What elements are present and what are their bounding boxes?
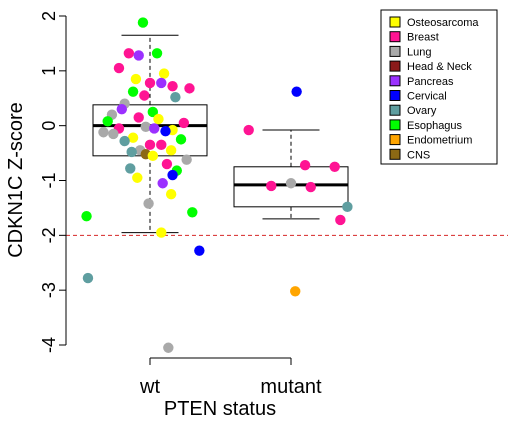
point-wt xyxy=(163,342,174,353)
point-wt xyxy=(143,198,154,209)
point-wt xyxy=(156,77,167,89)
x-axis: wt mutant xyxy=(139,357,322,398)
point-wt xyxy=(167,169,178,181)
point-mutant xyxy=(305,181,316,193)
y-tick-label: 2 xyxy=(39,11,59,21)
point-wt xyxy=(108,128,119,140)
point-mutant xyxy=(290,286,301,297)
legend-label: Esophagus xyxy=(407,120,463,132)
box-iqr xyxy=(233,166,349,208)
point-mutant xyxy=(266,180,277,192)
point-wt xyxy=(127,132,139,143)
y-axis-label: CDKN1C Z-score xyxy=(5,102,27,258)
legend-swatch xyxy=(389,75,401,87)
point-wt xyxy=(156,227,167,238)
legend-swatch xyxy=(389,45,401,57)
point-wt xyxy=(125,163,136,174)
x-axis-label: PTEN status xyxy=(164,398,276,420)
legend-label: Endometrium xyxy=(407,135,472,147)
y-tick-label: 1 xyxy=(39,66,59,76)
legend-swatch xyxy=(389,119,401,131)
point-wt xyxy=(151,48,163,59)
legend-label: Ovary xyxy=(407,105,437,117)
legend-label: Osteosarcoma xyxy=(407,17,479,29)
point-wt xyxy=(144,139,156,151)
legend-swatch xyxy=(389,148,401,160)
point-wt xyxy=(158,68,170,79)
point-wt xyxy=(156,139,167,151)
point-mutant xyxy=(285,178,297,189)
point-wt xyxy=(149,123,160,134)
point-wt xyxy=(160,125,171,137)
y-axis: 2 1 0 -1 -2 -3 -4 xyxy=(39,11,67,353)
point-mutant xyxy=(291,86,302,97)
point-wt xyxy=(137,17,149,28)
point-wt xyxy=(126,146,137,158)
legend-swatch xyxy=(389,60,401,72)
point-wt xyxy=(157,178,168,189)
legend-swatch xyxy=(389,104,401,116)
point-wt xyxy=(82,272,94,284)
point-wt xyxy=(170,91,181,103)
legend-swatch xyxy=(389,31,401,43)
legend-label: Pancreas xyxy=(407,76,454,88)
point-wt xyxy=(133,112,144,123)
point-wt xyxy=(175,134,187,145)
legend-swatch xyxy=(389,16,401,28)
y-tick-label: 0 xyxy=(39,121,59,131)
legend-label: Lung xyxy=(407,46,431,58)
point-mutant xyxy=(299,159,311,171)
point-wt xyxy=(81,210,92,222)
legend-swatch xyxy=(389,90,401,101)
point-mutant xyxy=(243,124,254,136)
point-wt xyxy=(116,104,128,115)
y-tick-label: -2 xyxy=(39,227,59,243)
point-mutant xyxy=(335,214,346,226)
point-wt xyxy=(161,158,173,170)
point-wt xyxy=(167,80,178,92)
point-wt xyxy=(165,189,177,200)
point-mutant xyxy=(329,161,340,172)
y-tick-label: -4 xyxy=(39,337,59,353)
point-wt xyxy=(133,50,144,61)
point-wt xyxy=(144,77,156,89)
point-wt xyxy=(102,116,113,127)
point-mutant xyxy=(342,201,353,213)
point-wt xyxy=(119,135,130,147)
point-wt xyxy=(153,113,164,125)
point-wt xyxy=(187,207,198,218)
point-wt xyxy=(123,48,135,59)
legend-label: CNS xyxy=(407,149,430,161)
legend: Osteosarcoma Breast Lung Head & Neck Pancrea… xyxy=(380,9,498,165)
point-wt xyxy=(147,150,159,162)
legend-label: Breast xyxy=(407,32,439,44)
point-wt xyxy=(139,90,150,101)
point-wt xyxy=(181,154,192,165)
legend-swatch xyxy=(389,134,401,146)
point-wt xyxy=(194,245,205,256)
points-layer xyxy=(81,17,353,353)
point-wt xyxy=(113,62,125,74)
x-tick-label-mutant: mutant xyxy=(260,376,322,398)
x-tick-label-wt: wt xyxy=(139,376,160,398)
point-wt xyxy=(178,117,190,129)
point-wt xyxy=(98,127,109,138)
point-wt xyxy=(140,121,151,132)
point-wt xyxy=(132,172,143,183)
y-tick-label: -3 xyxy=(39,282,59,298)
point-wt xyxy=(147,106,159,118)
point-wt xyxy=(127,86,139,97)
boxplot-mutant xyxy=(233,129,349,220)
legend-label: Head & Neck xyxy=(407,61,472,73)
point-wt xyxy=(184,83,195,94)
point-wt xyxy=(130,73,142,85)
point-wt xyxy=(165,145,177,156)
legend-label: Cervical xyxy=(407,91,447,103)
y-tick-label: -1 xyxy=(39,172,59,188)
